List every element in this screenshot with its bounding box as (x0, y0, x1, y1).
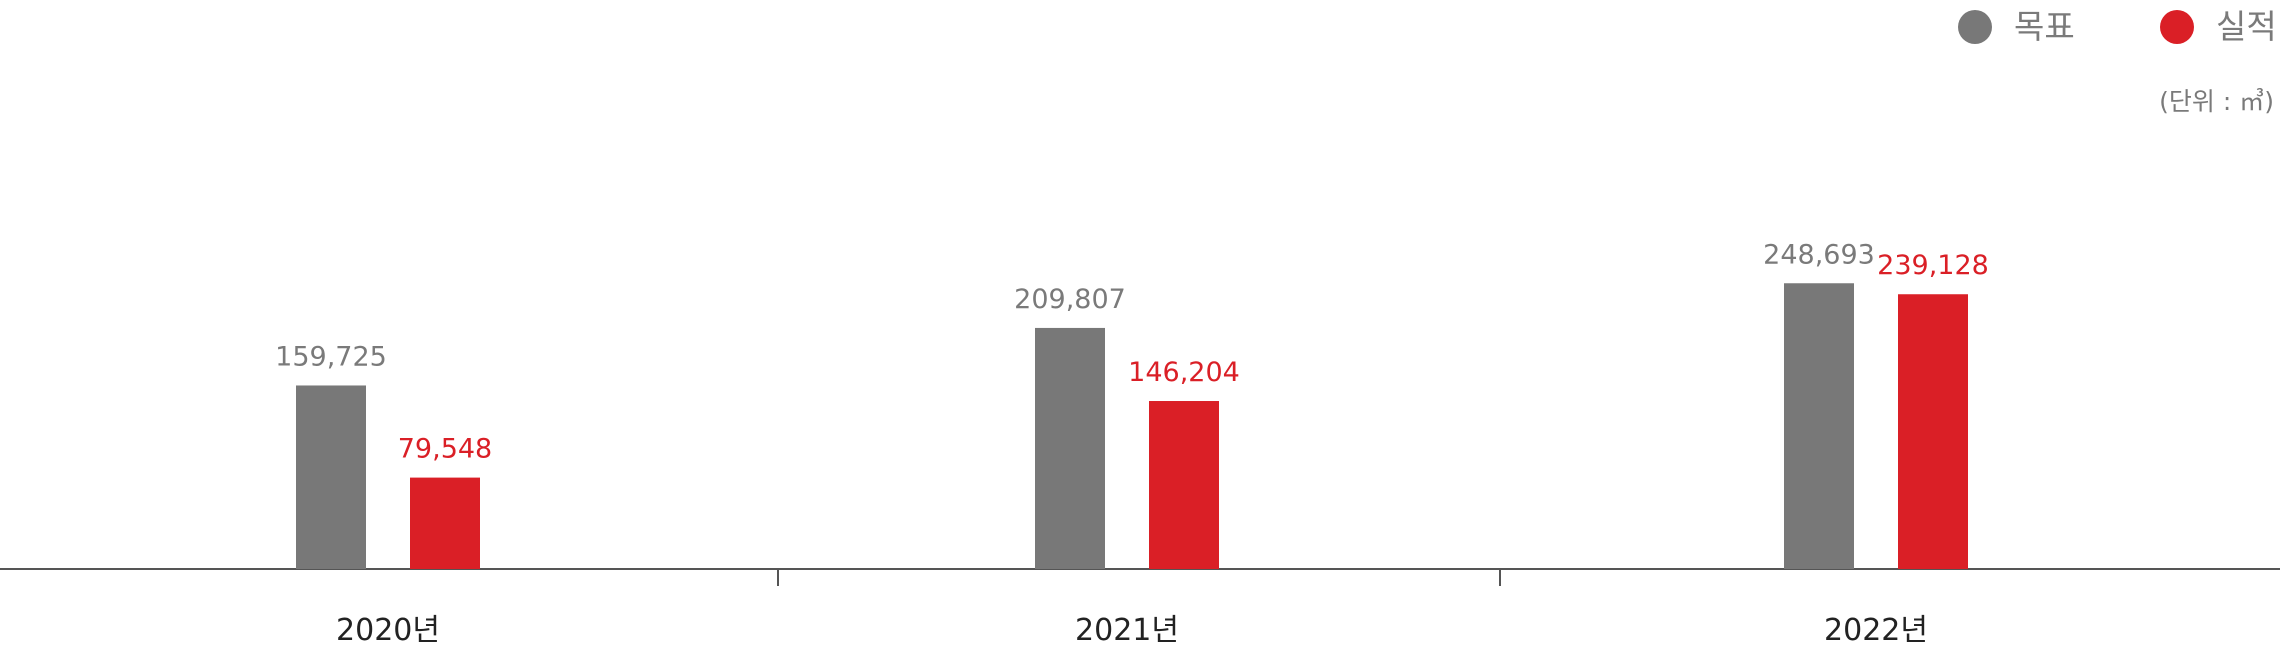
x-tick-label-2: 2022년 (1824, 613, 1928, 648)
bar-actual-0 (410, 477, 480, 569)
bar-target-1 (1035, 327, 1105, 569)
legend-label-actual: 실적 (2216, 7, 2277, 46)
x-tick-label-1: 2021년 (1075, 613, 1179, 648)
value-label-target-1: 209,807 (1014, 284, 1126, 315)
bar-target-2 (1784, 283, 1854, 569)
value-label-target-0: 159,725 (275, 341, 387, 372)
bar-actual-2 (1898, 294, 1968, 569)
value-label-target-2: 248,693 (1763, 239, 1875, 270)
legend-marker-target (1958, 10, 1992, 44)
value-label-actual-0: 79,548 (398, 434, 492, 465)
x-tick-label-0: 2020년 (336, 613, 440, 648)
value-label-actual-1: 146,204 (1128, 357, 1240, 388)
bar-actual-1 (1149, 401, 1219, 569)
legend-marker-actual (2160, 10, 2194, 44)
axis-group (0, 568, 2280, 586)
bars-layer (296, 283, 1968, 569)
unit-label: (단위 : ㎥) (2159, 87, 2274, 116)
value-labels-layer: 159,725 209,807 248,693 79,548 146,204 239,12… (275, 239, 1989, 464)
legend: 목표 실적 (1958, 7, 2277, 46)
bar-target-0 (296, 385, 366, 569)
legend-label-target: 목표 (2014, 7, 2075, 46)
tick-labels-layer: 2020년 2021년 2022년 (336, 613, 1928, 648)
value-label-actual-2: 239,128 (1877, 250, 1989, 281)
